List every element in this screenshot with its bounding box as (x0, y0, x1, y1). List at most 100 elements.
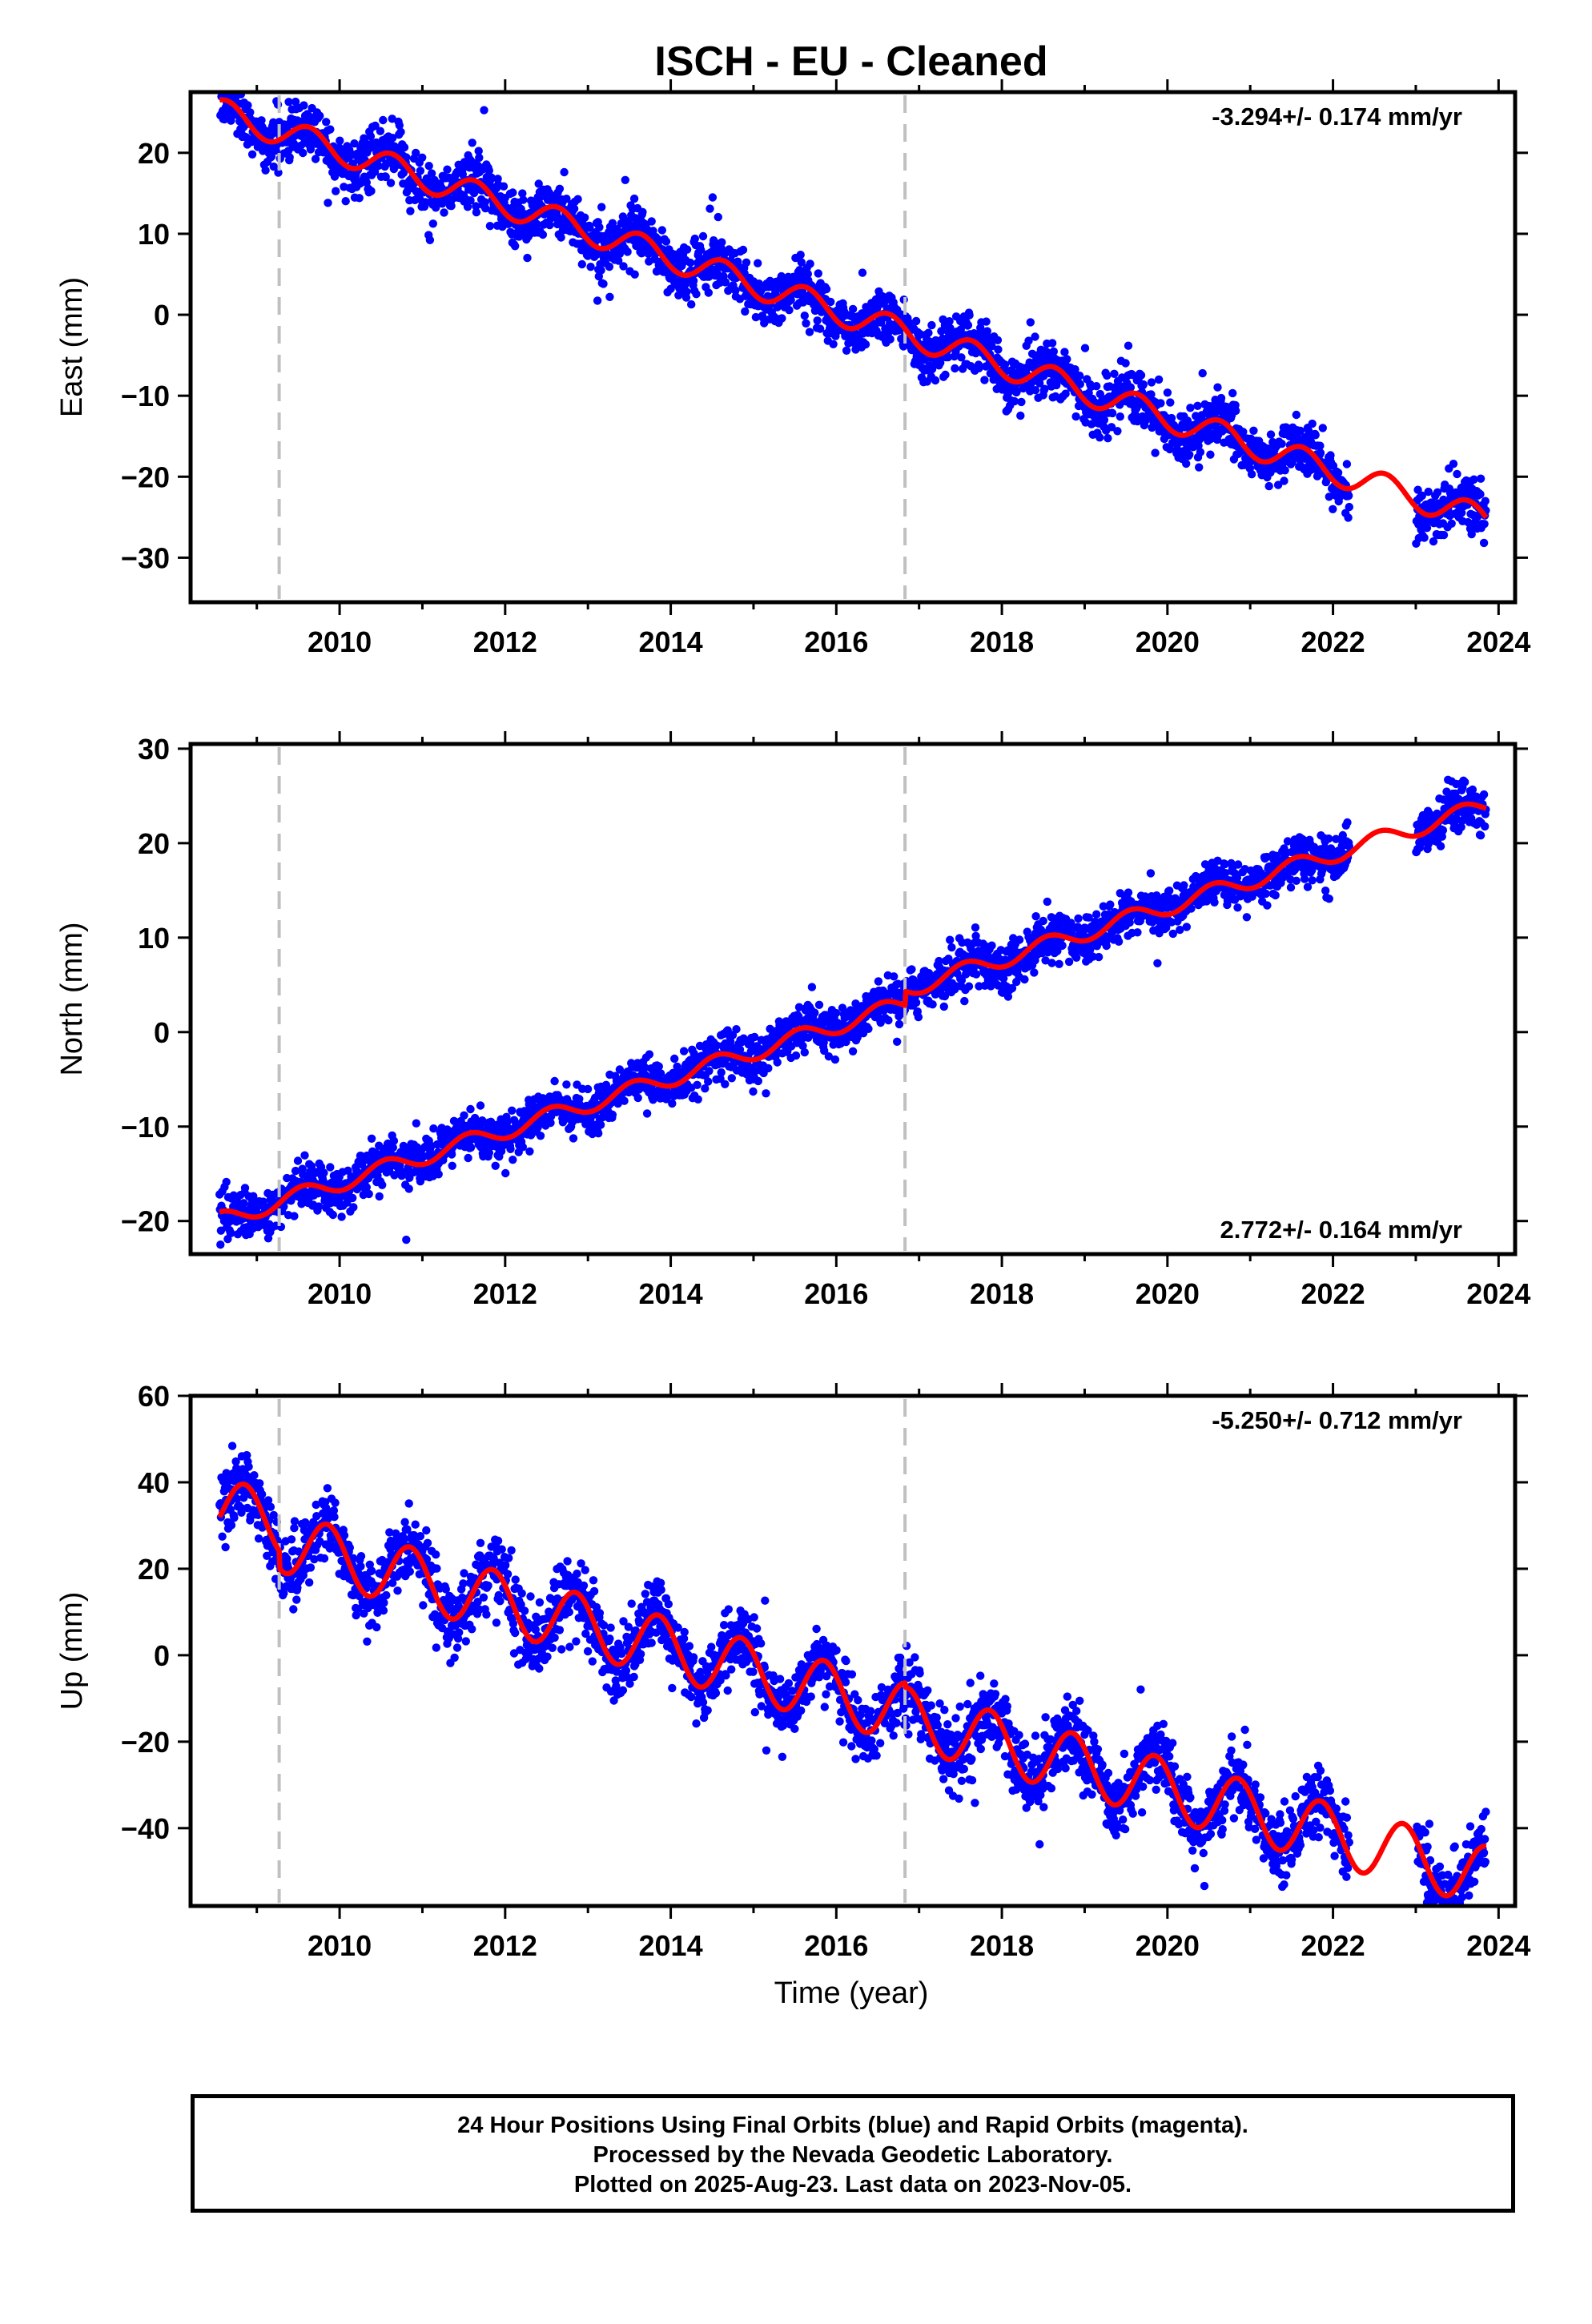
data-point (666, 284, 675, 293)
data-point (682, 287, 691, 296)
data-point (545, 220, 554, 230)
data-point (440, 208, 448, 217)
data-point (370, 167, 380, 176)
data-point (562, 195, 571, 203)
data-point (257, 116, 266, 125)
x-tick-label: 2010 (308, 625, 372, 658)
data-point (864, 1024, 873, 1034)
x-tick-label: 2020 (1136, 625, 1200, 658)
data-point (964, 982, 974, 991)
data-point (670, 1054, 679, 1063)
data-point (708, 193, 718, 202)
data-point (388, 134, 397, 143)
data-point (518, 189, 527, 198)
data-point (326, 1163, 335, 1172)
data-point (406, 207, 415, 215)
data-point (965, 311, 974, 320)
data-point (595, 223, 604, 231)
data-point (1326, 451, 1335, 460)
data-point (443, 165, 452, 174)
data-point (388, 115, 396, 123)
data-point (749, 1087, 758, 1096)
data-point (418, 153, 427, 162)
data-point (1453, 469, 1461, 479)
data-point (533, 219, 541, 229)
data-point (1280, 476, 1288, 485)
data-point (1075, 372, 1084, 380)
data-point (261, 166, 270, 175)
data-point (523, 253, 532, 263)
data-point (1072, 953, 1081, 963)
data-point (911, 998, 921, 1007)
data-point (311, 155, 320, 163)
data-point (480, 198, 489, 207)
y-tick-label: 10 (138, 218, 170, 251)
data-point (284, 98, 293, 107)
data-point (1266, 430, 1276, 439)
data-point (764, 1063, 773, 1073)
data-point (466, 1104, 475, 1114)
data-point (822, 284, 831, 294)
y-tick-label: 0 (154, 299, 170, 332)
data-point (227, 1228, 235, 1238)
data-point (1156, 399, 1165, 408)
data-point (1026, 318, 1035, 327)
data-point (1113, 427, 1122, 436)
data-point (1121, 359, 1130, 368)
data-point (1476, 474, 1485, 483)
data-point (534, 179, 543, 188)
data-point (994, 345, 1003, 354)
data-point (243, 101, 252, 110)
data-point (668, 1099, 677, 1108)
data-point (623, 247, 632, 256)
data-point (608, 1110, 617, 1120)
data-point (1457, 509, 1466, 517)
data-point (1092, 910, 1101, 919)
data-point (615, 249, 625, 259)
data-point (290, 1212, 299, 1220)
data-point (224, 80, 232, 88)
data-point (1329, 505, 1337, 513)
data-point (1413, 485, 1422, 494)
data-point (689, 276, 698, 285)
data-point (893, 1037, 902, 1047)
data-point (975, 364, 983, 372)
data-point (400, 143, 409, 152)
data-point (621, 175, 629, 184)
data-point (943, 352, 953, 362)
data-point (914, 1012, 923, 1022)
data-point (1047, 339, 1057, 348)
data-point (223, 73, 231, 81)
data-point (466, 1143, 476, 1152)
data-point (355, 194, 364, 203)
data-point (1012, 387, 1021, 396)
scatter-points-north (215, 775, 1490, 1249)
data-point (1439, 530, 1449, 540)
data-point (525, 1147, 534, 1156)
data-point (300, 101, 308, 110)
y-tick-label: −30 (121, 541, 170, 574)
data-point (1193, 401, 1202, 410)
data-point (751, 312, 761, 322)
data-point (993, 336, 1003, 344)
data-point (807, 983, 817, 991)
data-point (388, 1143, 397, 1152)
data-point (630, 270, 639, 279)
data-point (1043, 897, 1052, 907)
data-point (805, 328, 814, 336)
data-point (1165, 444, 1175, 454)
data-point (1126, 383, 1136, 392)
data-point (1061, 389, 1070, 398)
data-point (982, 317, 991, 326)
data-point (685, 258, 695, 267)
data-point (362, 178, 371, 187)
data-point (1318, 424, 1328, 432)
data-point (424, 162, 433, 171)
data-point (416, 167, 425, 175)
data-point (458, 170, 467, 179)
data-point (1060, 348, 1069, 356)
plot-frame (188, 90, 1518, 605)
data-point (485, 222, 495, 231)
data-point (682, 245, 692, 254)
data-point (508, 1106, 517, 1116)
